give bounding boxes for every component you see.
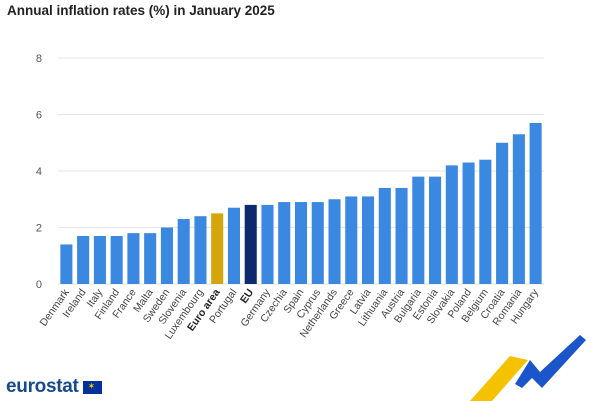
bar-lithuania[interactable] (378, 187, 391, 284)
ribbon-blue-stripe (515, 335, 586, 388)
bar-italy[interactable] (93, 235, 106, 284)
bar-romania[interactable] (512, 134, 525, 284)
bar-sweden[interactable] (160, 227, 173, 285)
bar-eu[interactable] (244, 204, 257, 284)
brand-name: eurostat (6, 376, 79, 397)
bar-portugal[interactable] (227, 207, 240, 284)
y-tick-label: 4 (36, 166, 42, 178)
bars (60, 122, 542, 285)
eu-flag-icon (82, 380, 102, 394)
bar-malta[interactable] (144, 233, 157, 284)
eurostat-logo: eurostat (6, 376, 102, 398)
bar-spain[interactable] (294, 202, 308, 284)
bar-slovakia[interactable] (445, 165, 458, 284)
bar-france[interactable] (127, 233, 140, 284)
bar-luxembourg[interactable] (194, 216, 207, 284)
y-axis-ticks: 0 2 4 6 8 (36, 53, 42, 291)
y-tick-label: 2 (36, 223, 42, 235)
y-tick-label: 0 (36, 279, 42, 291)
y-tick-label: 8 (36, 53, 42, 65)
bar-estonia[interactable] (429, 176, 442, 284)
bar-denmark[interactable] (60, 244, 73, 284)
bar-poland[interactable] (462, 162, 475, 284)
bar-finland[interactable] (110, 235, 123, 284)
decorative-ribbon (470, 335, 586, 401)
bar-euro-area[interactable] (211, 213, 224, 284)
bar-czechia[interactable] (278, 202, 291, 284)
category-labels: DenmarkIrelandItalyFinlandFranceMaltaSwe… (38, 286, 542, 341)
bar-bulgaria[interactable] (412, 176, 425, 284)
y-tick-label: 6 (36, 110, 42, 122)
bar-austria[interactable] (395, 187, 408, 284)
bar-ireland[interactable] (77, 235, 90, 284)
chart-title: Annual inflation rates (%) in January 20… (7, 3, 275, 18)
bar-belgium[interactable] (479, 159, 492, 284)
bar-hungary[interactable] (529, 122, 542, 284)
bar-latvia[interactable] (362, 196, 375, 284)
bar-greece[interactable] (345, 196, 358, 284)
bar-netherlands[interactable] (328, 199, 341, 284)
bar-germany[interactable] (261, 204, 274, 284)
bar-croatia[interactable] (496, 142, 509, 284)
ribbon-yellow-stripe (470, 356, 528, 401)
bar-slovenia[interactable] (177, 219, 190, 284)
bar-cyprus[interactable] (311, 202, 324, 284)
